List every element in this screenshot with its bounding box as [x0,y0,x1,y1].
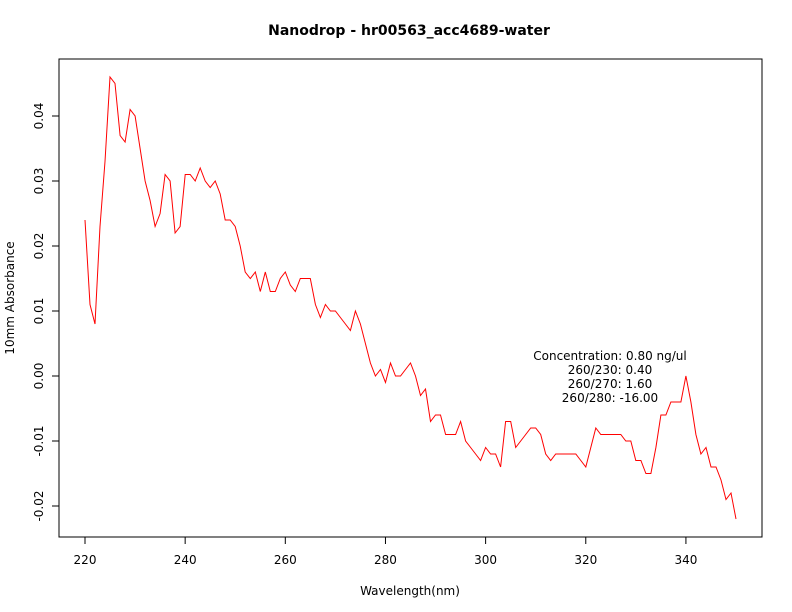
y-tick-label: 0.03 [32,168,46,195]
y-axis-label: 10mm Absorbance [3,241,17,354]
x-tick-label: 300 [474,553,497,567]
y-tick-label: -0.02 [32,490,46,521]
x-tick-label: 260 [274,553,297,567]
x-axis-label: Wavelength(nm) [360,584,460,598]
x-tick-label: 340 [674,553,697,567]
y-tick-label: 0.00 [32,363,46,390]
plot-frame [58,58,763,538]
chart-title: Nanodrop - hr00563_acc4689-water [268,23,550,39]
annotation-concentration: Concentration: 0.80 ng/ul [533,349,687,363]
annotation-ratio-260-280: 260/280: -16.00 [562,391,658,405]
x-tick-label: 320 [574,553,597,567]
series-layer [84,75,737,520]
y-tick-label: -0.01 [32,425,46,456]
x-tick-label: 240 [174,553,197,567]
series-line [84,75,737,520]
y-tick-label: 0.04 [32,103,46,130]
annotation-box: Concentration: 0.80 ng/ul 260/230: 0.40 … [533,349,687,405]
y-tick-label: 0.01 [32,298,46,325]
y-tick-label: 0.02 [32,233,46,260]
annotation-ratio-260-230: 260/230: 0.40 [568,363,652,377]
x-tick-label: 220 [74,553,97,567]
y-axis: -0.02 -0.01 0.00 0.01 0.02 0.03 0.04 [32,103,60,522]
annotation-ratio-260-270: 260/270: 1.60 [568,377,652,391]
x-tick-label: 280 [374,553,397,567]
x-axis: 220 240 260 280 300 320 340 [74,536,697,567]
